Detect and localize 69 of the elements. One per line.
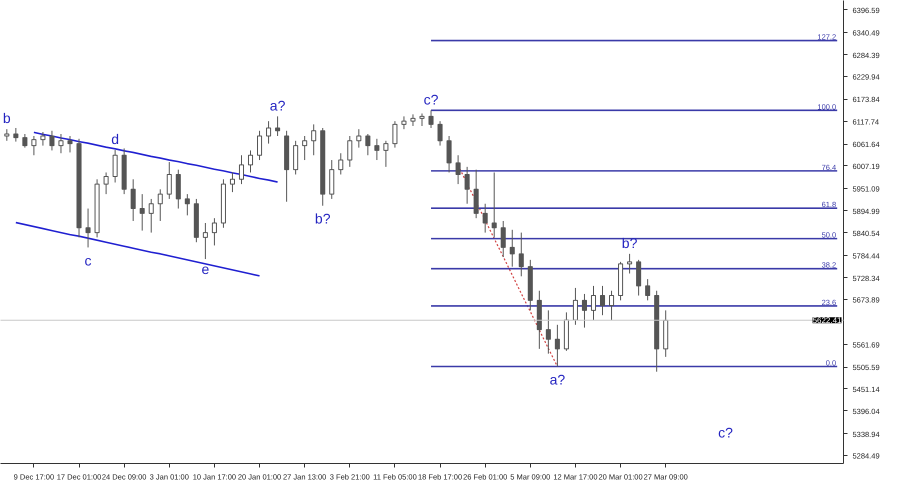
candlestick xyxy=(456,154,461,185)
candlestick xyxy=(4,128,10,142)
candlestick xyxy=(130,178,136,222)
candlestick xyxy=(86,208,91,248)
candlestick xyxy=(410,114,416,126)
candlestick xyxy=(158,188,163,222)
candlestick xyxy=(383,140,388,168)
line-series xyxy=(33,132,278,183)
candlestick xyxy=(104,172,109,195)
candlestick xyxy=(347,135,352,168)
candlestick xyxy=(518,232,524,277)
candlestick xyxy=(546,310,551,354)
candlestick xyxy=(112,150,118,183)
candlestick xyxy=(184,194,190,216)
candlestick xyxy=(212,218,217,246)
candlestick xyxy=(554,324,560,367)
candlestick xyxy=(140,194,145,232)
candlestick xyxy=(438,120,443,146)
candlestick xyxy=(365,133,370,156)
candlestick xyxy=(510,229,515,268)
candlestick xyxy=(148,198,154,234)
candlestick xyxy=(428,110,434,128)
candlestick xyxy=(500,220,506,258)
annotation: e xyxy=(201,261,210,278)
candlestick xyxy=(202,222,208,260)
annotation: c? xyxy=(718,424,734,440)
candlestick xyxy=(67,135,73,153)
candlestick xyxy=(419,113,425,126)
annotation: c? xyxy=(424,91,439,108)
candlestick xyxy=(572,287,578,326)
candlestick xyxy=(49,130,54,151)
candlestick xyxy=(40,131,46,146)
candlestick xyxy=(230,172,235,193)
candlestick xyxy=(600,285,606,316)
candlestick xyxy=(31,135,36,156)
line-series xyxy=(15,222,260,277)
candlestick xyxy=(266,120,272,144)
candlestick xyxy=(356,128,362,148)
candlestick xyxy=(311,124,316,156)
candlestick xyxy=(401,116,406,130)
annotation: b xyxy=(2,110,11,126)
annotation: b? xyxy=(622,234,638,251)
candlestick xyxy=(645,278,650,301)
candlestick xyxy=(627,253,632,274)
candlestick xyxy=(257,130,262,161)
annotation: c xyxy=(84,252,92,268)
candlestick xyxy=(302,135,308,161)
candlestick xyxy=(609,290,614,320)
annotation: a? xyxy=(550,371,566,388)
ref-line-label: 5622.41 xyxy=(812,316,842,326)
candlestick xyxy=(275,116,280,136)
candlestick xyxy=(13,127,18,142)
candlestick xyxy=(464,166,470,204)
candlestick xyxy=(374,138,380,161)
candlestick xyxy=(248,150,254,173)
candlestick xyxy=(22,133,28,148)
candlestick xyxy=(166,162,172,200)
annotation: d xyxy=(111,131,120,148)
annotation: b? xyxy=(314,210,331,227)
candlestick xyxy=(392,120,398,148)
candlestick xyxy=(482,203,488,234)
candlestick xyxy=(582,293,587,328)
candlestick xyxy=(446,135,452,173)
candlestick xyxy=(338,152,344,175)
annotation: a? xyxy=(270,97,286,114)
candlestick xyxy=(590,285,596,320)
candlestick xyxy=(58,133,64,154)
candlestick xyxy=(492,172,497,238)
candlestick xyxy=(238,154,244,185)
